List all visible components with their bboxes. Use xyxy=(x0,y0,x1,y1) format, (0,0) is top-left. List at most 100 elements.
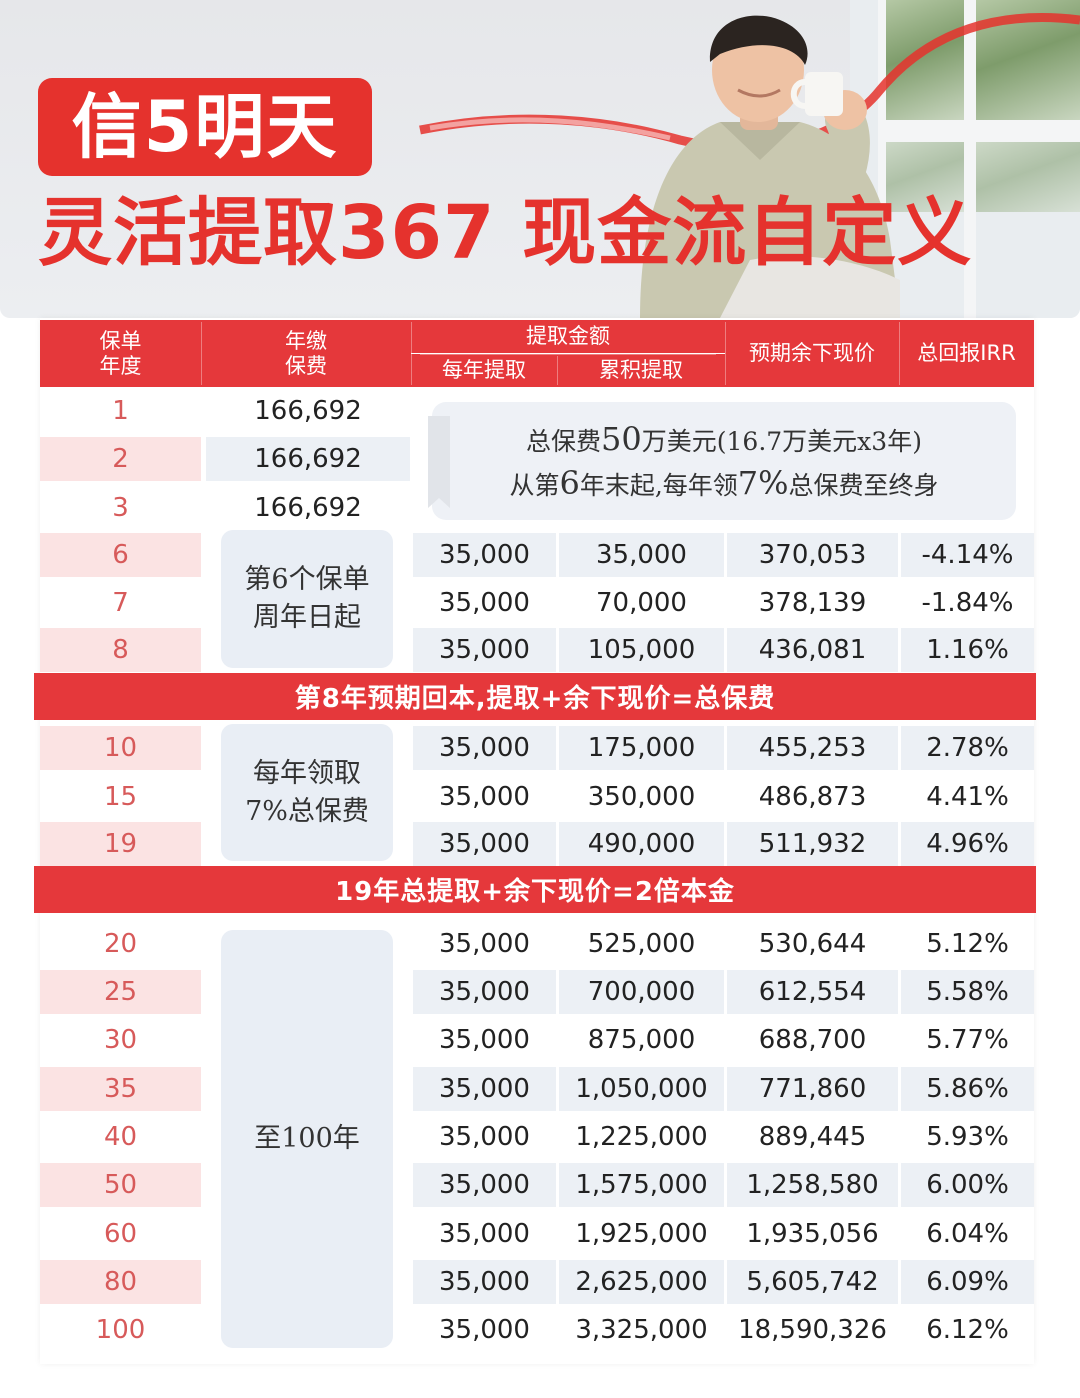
header-divider xyxy=(557,356,558,385)
annual-withdrawal-cell: 35,000 xyxy=(439,1314,530,1345)
cash-value-cell: 530,644 xyxy=(758,928,867,959)
annual-withdrawal-cell: 35,000 xyxy=(413,970,556,1014)
year-cell: 3 xyxy=(112,492,129,523)
cumulative-withdrawal-cell: 1,225,000 xyxy=(575,1121,708,1152)
cash-value-cell: 486,873 xyxy=(758,781,867,812)
cumulative-withdrawal-cell: 875,000 xyxy=(587,1024,696,1055)
header-divider xyxy=(725,322,726,385)
irr-cell: 5.93% xyxy=(926,1121,1009,1152)
double-principal-banner: 19年总提取+余下现价=2倍本金 xyxy=(34,866,1036,913)
annual-withdrawal-cell: 35,000 xyxy=(413,1067,556,1111)
premium-cell: 166,692 xyxy=(206,437,410,481)
window-background xyxy=(850,0,1080,318)
header-divider xyxy=(899,322,900,385)
header-withdraw-group: 提取金额 xyxy=(411,320,725,353)
year-cell: 50 xyxy=(40,1163,201,1207)
cash-value-cell: 889,445 xyxy=(758,1121,867,1152)
irr-cell: 6.00% xyxy=(901,1163,1034,1207)
year-cell: 30 xyxy=(103,1024,138,1055)
annual-withdrawal-cell: 35,000 xyxy=(413,533,556,577)
cumulative-withdrawal-cell: 35,000 xyxy=(559,533,724,577)
irr-cell: -1.84% xyxy=(921,588,1014,618)
header-divider xyxy=(411,322,412,385)
header-year: 保单 年度 xyxy=(40,320,201,387)
header-premium: 年缴 保费 xyxy=(201,320,411,387)
annual-withdrawal-cell: 35,000 xyxy=(413,726,556,770)
irr-cell: 6.09% xyxy=(901,1260,1034,1304)
cash-value-cell: 612,554 xyxy=(727,970,898,1014)
year-cell: 19 xyxy=(40,822,201,866)
cumulative-withdrawal-cell: 70,000 xyxy=(596,588,687,618)
note-line-1: 总保费50万美元(16.7万美元x3年) xyxy=(526,420,922,458)
breakeven-banner: 第8年预期回本,提取+余下现价=总保费 xyxy=(34,673,1036,720)
year-cell: 100 xyxy=(95,1314,146,1345)
header-cumulative-withdrawal: 累积提取 xyxy=(557,354,725,387)
annual-withdrawal-cell: 35,000 xyxy=(413,1163,556,1207)
premium-cell: 166,692 xyxy=(254,395,362,426)
year-cell: 35 xyxy=(40,1067,201,1111)
year-cell: 1 xyxy=(112,395,129,426)
cash-value-cell: 688,700 xyxy=(758,1024,867,1055)
cumulative-withdrawal-cell: 1,050,000 xyxy=(559,1067,724,1111)
irr-cell: 5.12% xyxy=(926,928,1009,959)
note-background xyxy=(432,402,1016,520)
cumulative-withdrawal-cell: 490,000 xyxy=(559,822,724,866)
cash-value-cell: 511,932 xyxy=(727,822,898,866)
section-label-to-100: 至100年 xyxy=(221,930,393,1348)
cumulative-withdrawal-cell: 1,925,000 xyxy=(575,1218,708,1249)
irr-cell: 5.86% xyxy=(901,1067,1034,1111)
cash-value-cell: 771,860 xyxy=(727,1067,898,1111)
person-illustration xyxy=(640,15,900,318)
premium-summary-note: 总保费50万美元(16.7万美元x3年) 从第6年末起,每年领7%总保费至终身 xyxy=(412,390,1030,532)
hero-banner: 信5明天 灵活提取367 现金流自定义 xyxy=(0,0,1080,318)
header-irr: 总回报IRR xyxy=(899,320,1034,387)
irr-cell: 4.41% xyxy=(926,781,1009,812)
annual-withdrawal-cell: 35,000 xyxy=(413,1260,556,1304)
section-label-from-year-6: 第6个保单 周年日起 xyxy=(221,530,393,668)
annual-withdrawal-cell: 35,000 xyxy=(439,781,530,812)
cumulative-withdrawal-cell: 1,575,000 xyxy=(559,1163,724,1207)
cumulative-withdrawal-cell: 3,325,000 xyxy=(575,1314,708,1345)
year-cell: 7 xyxy=(112,588,129,618)
year-cell: 60 xyxy=(103,1218,138,1249)
ribbon-icon xyxy=(428,416,450,508)
annual-withdrawal-cell: 35,000 xyxy=(439,928,530,959)
cash-value-cell: 1,935,056 xyxy=(746,1218,879,1249)
irr-cell: 5.77% xyxy=(926,1024,1009,1055)
irr-cell: 5.58% xyxy=(901,970,1034,1014)
year-cell: 6 xyxy=(40,533,201,577)
year-cell: 20 xyxy=(103,928,138,959)
year-cell: 10 xyxy=(40,726,201,770)
cash-value-cell: 18,590,326 xyxy=(738,1314,887,1345)
cash-value-cell: 436,081 xyxy=(727,628,898,672)
cash-value-cell: 5,605,742 xyxy=(727,1260,898,1304)
annual-withdrawal-cell: 35,000 xyxy=(413,822,556,866)
cumulative-withdrawal-cell: 350,000 xyxy=(587,781,696,812)
section-label-annual-7-percent: 每年领取 7%总保费 xyxy=(221,724,393,861)
irr-cell: 6.04% xyxy=(926,1218,1009,1249)
irr-cell: 6.12% xyxy=(926,1314,1009,1345)
cash-value-cell: 1,258,580 xyxy=(727,1163,898,1207)
cumulative-withdrawal-cell: 2,625,000 xyxy=(559,1260,724,1304)
cumulative-withdrawal-cell: 525,000 xyxy=(587,928,696,959)
year-cell: 15 xyxy=(103,781,138,812)
year-cell: 2 xyxy=(40,437,201,481)
annual-withdrawal-cell: 35,000 xyxy=(439,1024,530,1055)
year-cell: 25 xyxy=(40,970,201,1014)
irr-cell: -4.14% xyxy=(901,533,1034,577)
cumulative-withdrawal-cell: 105,000 xyxy=(559,628,724,672)
brand-badge: 信5明天 xyxy=(38,78,372,176)
year-cell: 8 xyxy=(40,628,201,672)
irr-cell: 2.78% xyxy=(901,726,1034,770)
header-annual-withdrawal: 每年提取 xyxy=(411,354,557,387)
annual-withdrawal-cell: 35,000 xyxy=(413,628,556,672)
irr-cell: 4.96% xyxy=(901,822,1034,866)
header-cash-value: 预期余下现价 xyxy=(725,320,899,387)
cumulative-withdrawal-cell: 175,000 xyxy=(559,726,724,770)
cash-value-cell: 378,139 xyxy=(758,588,867,618)
premium-cell: 166,692 xyxy=(254,492,362,523)
year-cell: 40 xyxy=(103,1121,138,1152)
header-divider xyxy=(201,322,202,385)
note-line-2: 从第6年末起,每年领7%总保费至终身 xyxy=(509,464,939,502)
year-cell: 80 xyxy=(40,1260,201,1304)
